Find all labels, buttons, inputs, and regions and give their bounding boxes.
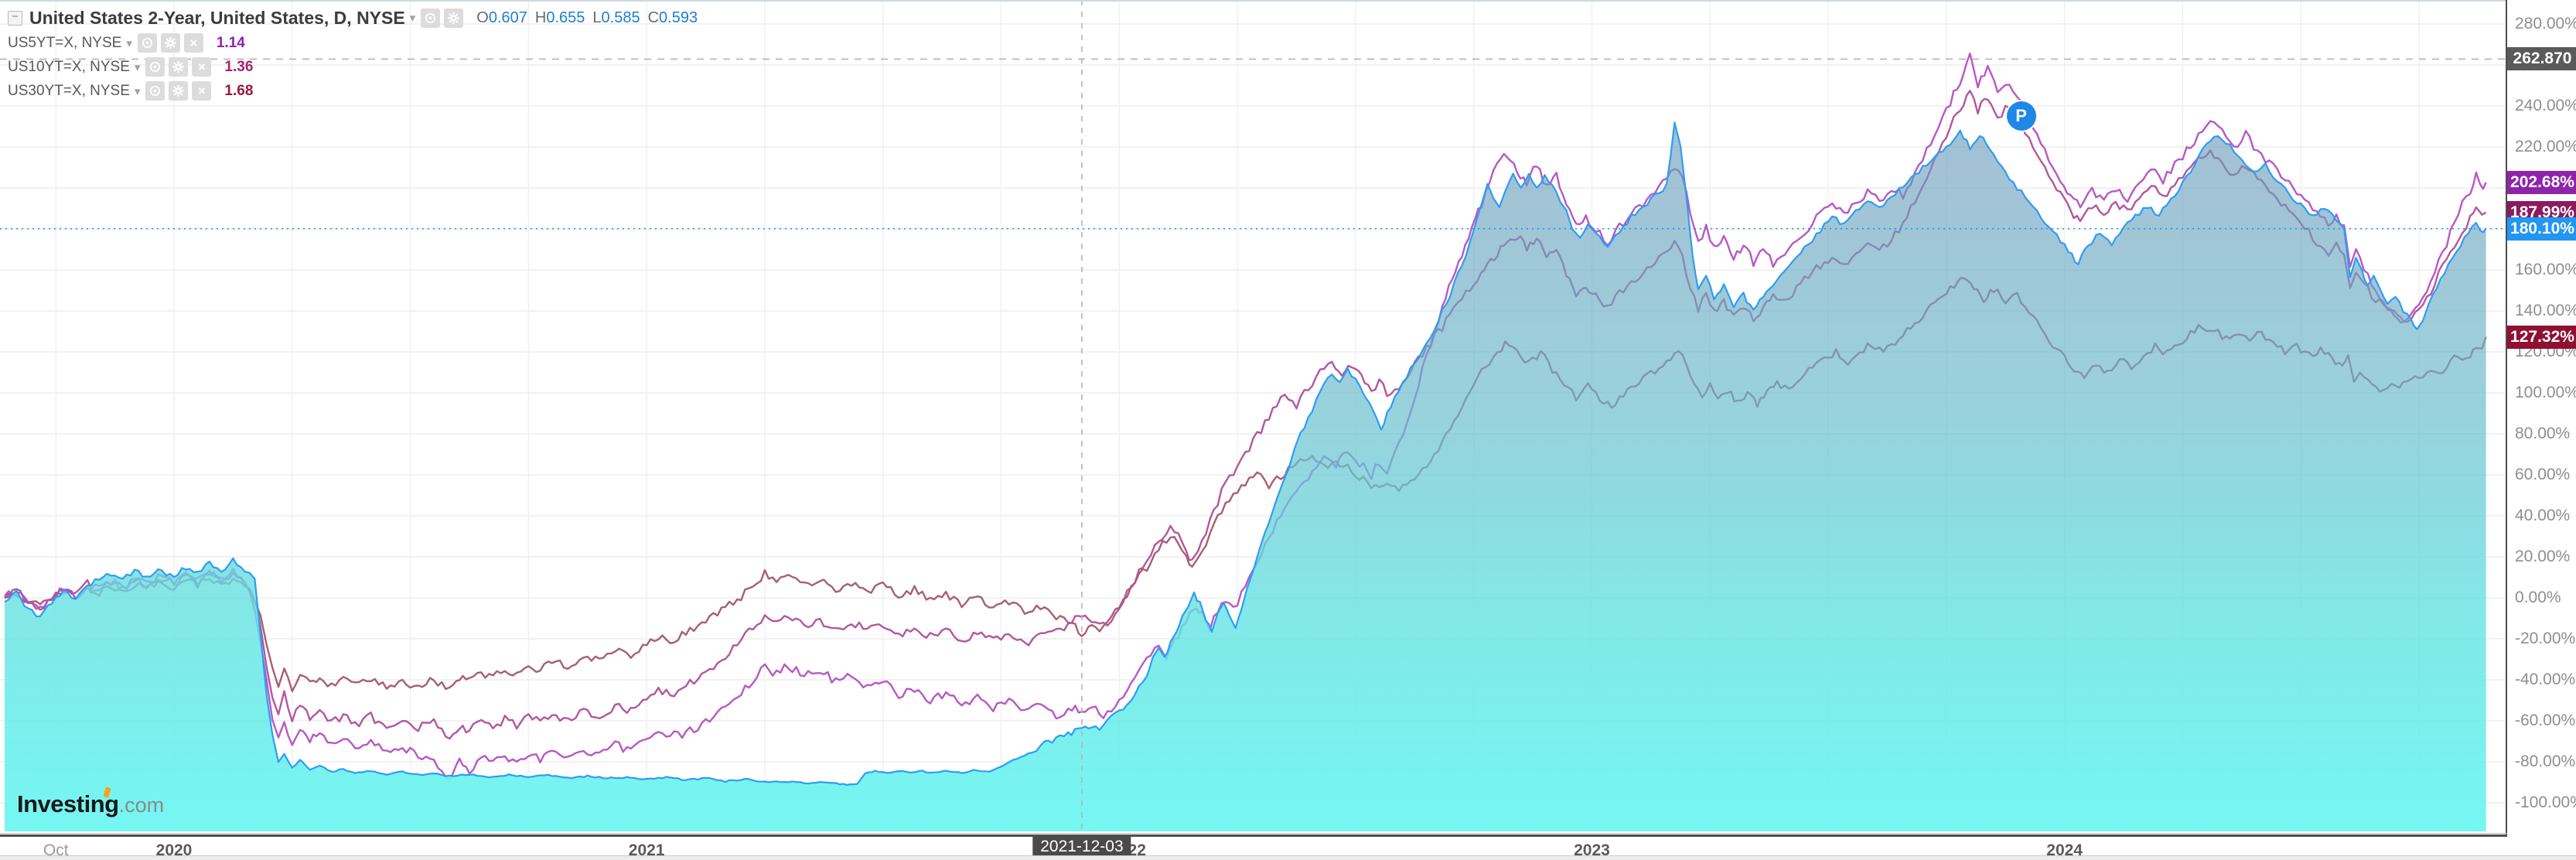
- chevron-down-icon[interactable]: ▾: [409, 12, 416, 25]
- price-axis-label: 280.00%: [2515, 15, 2576, 32]
- logo-suffix: .com: [118, 793, 165, 817]
- time-axis-label: 22: [1128, 841, 1146, 859]
- legend-row-us10yt[interactable]: US10YT=X, NYSE ▾ × 1.36: [8, 55, 705, 79]
- ohlc-values: O0.607 H0.655 L0.585 C0.593: [476, 9, 698, 26]
- symbol-label: US10YT=X, NYSE: [8, 58, 130, 75]
- axis-separator: [0, 833, 2507, 834]
- symbol-value: 1.36: [224, 58, 254, 75]
- chart-top-border: [0, 0, 2576, 2]
- price-badge: 202.68%: [2507, 170, 2576, 194]
- p-marker[interactable]: P: [2006, 101, 2036, 131]
- time-axis-label: 2023: [1574, 841, 1610, 859]
- series-lines: [4, 53, 2487, 831]
- close-icon[interactable]: ×: [183, 33, 203, 53]
- price-axis-label: -80.00%: [2515, 752, 2576, 770]
- time-axis-label: 2020: [155, 841, 193, 859]
- eye-icon[interactable]: [145, 81, 165, 101]
- gear-icon[interactable]: [169, 57, 189, 77]
- price-axis-label: -20.00%: [2515, 630, 2576, 647]
- symbol-label: US30YT=X, NYSE: [8, 82, 130, 99]
- time-axis-label: 2024: [2046, 841, 2083, 859]
- gear-icon[interactable]: [169, 81, 189, 101]
- time-axis[interactable]: Oct 2020 2021 22 2023 2024 2021-12-03: [0, 837, 2576, 859]
- price-axis-label: 160.00%: [2515, 261, 2576, 278]
- chevron-down-icon[interactable]: ▾: [134, 60, 141, 74]
- eye-icon[interactable]: [145, 57, 165, 77]
- price-axis-label: 220.00%: [2515, 138, 2576, 155]
- symbol-label: US5YT=X, NYSE: [8, 34, 122, 51]
- price-axis-label: 20.00%: [2515, 548, 2571, 565]
- price-axis-label: 0.00%: [2515, 589, 2561, 606]
- main-symbol-row[interactable]: − United States 2-Year, United States, D…: [8, 5, 705, 31]
- price-axis-label: 240.00%: [2515, 97, 2576, 114]
- legend-row-us5yt[interactable]: US5YT=X, NYSE ▾ × 1.14: [8, 31, 705, 55]
- price-axis-label: -100.00%: [2515, 793, 2576, 811]
- price-badge: 127.32%: [2507, 325, 2576, 349]
- crosshair-date-badge: 2021-12-03: [1032, 837, 1131, 857]
- price-axis-label: 40.00%: [2515, 507, 2571, 524]
- price-axis-label: 60.00%: [2515, 466, 2571, 483]
- collapse-icon[interactable]: −: [8, 10, 22, 26]
- chevron-down-icon[interactable]: ▾: [126, 36, 132, 50]
- crosshair-overlay: [0, 0, 2506, 836]
- legend-row-us30yt[interactable]: US30YT=X, NYSE ▾ × 1.68: [8, 79, 705, 103]
- price-axis-label: 140.00%: [2515, 302, 2576, 319]
- price-axis-label: 80.00%: [2515, 425, 2571, 442]
- price-axis[interactable]: -100.00% -80.00% -60.00% -40.00% -20.00% 0.00…: [2506, 0, 2576, 836]
- page-title: United States 2-Year, United States, D, …: [29, 7, 405, 28]
- bottom-strip: [0, 855, 2576, 860]
- symbol-value: 1.68: [224, 82, 254, 99]
- price-badge: 180.10%: [2507, 217, 2576, 241]
- chevron-down-icon[interactable]: ▾: [134, 84, 141, 98]
- time-axis-label: 2021: [628, 841, 665, 859]
- time-axis-label: Oct: [43, 841, 69, 859]
- investing-logo: Investing.com: [17, 787, 165, 818]
- symbol-value: 1.14: [216, 34, 245, 51]
- price-axis-label: -40.00%: [2515, 671, 2576, 688]
- gear-icon[interactable]: [444, 8, 464, 28]
- eye-icon[interactable]: [137, 33, 157, 53]
- axis-separator-dark: [0, 834, 2507, 837]
- eye-icon[interactable]: [421, 8, 441, 28]
- close-icon[interactable]: ×: [192, 81, 212, 101]
- price-badge: 262.870: [2507, 47, 2576, 71]
- price-axis-label: 100.00%: [2515, 384, 2576, 401]
- close-icon[interactable]: ×: [192, 57, 212, 77]
- gear-icon[interactable]: [160, 33, 180, 53]
- logo-text: Investing: [17, 790, 119, 817]
- price-axis-label: -60.00%: [2515, 712, 2576, 729]
